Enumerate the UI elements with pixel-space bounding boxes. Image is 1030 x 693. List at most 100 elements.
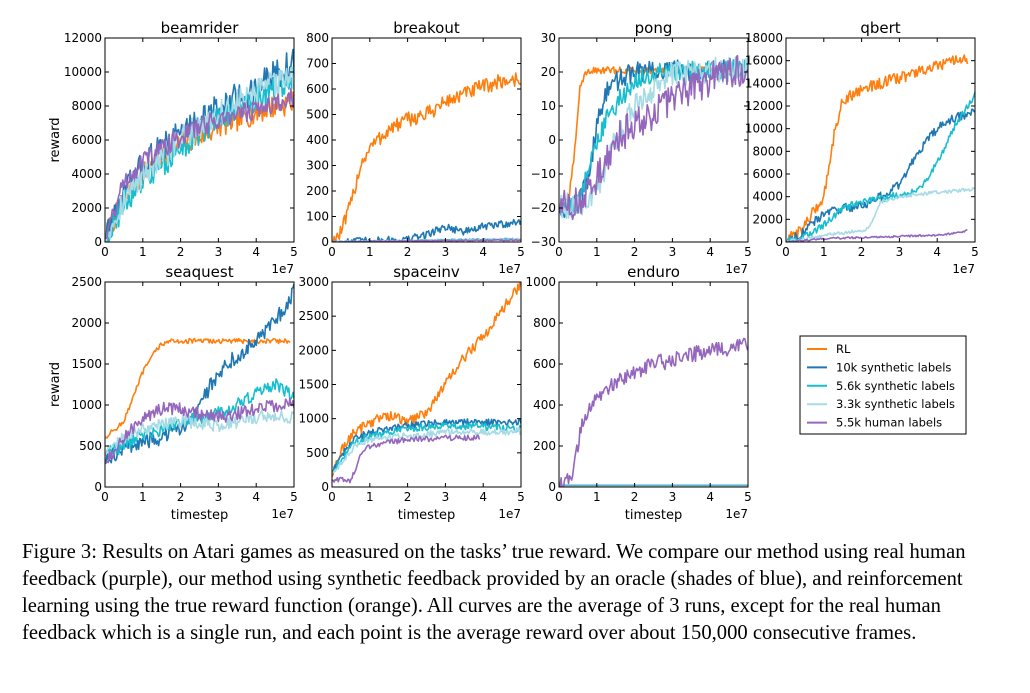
y-tick-label: 700 (306, 57, 329, 71)
y-tick-label: 0 (548, 480, 556, 494)
series-line-5-6k-synthetic-labels (332, 421, 521, 474)
x-tick-label: 3 (442, 245, 450, 259)
plot-area-seaquest (105, 283, 294, 464)
plot-area-breakout (332, 72, 521, 242)
chart-spaceinv: 0 1 2 3 4 5 0 500 1000 1500 2000 2500 3000 spaceinv 1e… (298, 263, 524, 523)
y-tick-label: 2000 (71, 316, 102, 330)
y-tick-label: 3000 (298, 275, 329, 289)
y-tick-label: 10 (541, 99, 556, 113)
plot-area-pong (559, 54, 748, 221)
x-tick-label: 2 (404, 245, 412, 259)
y-tick-label: 2500 (71, 275, 102, 289)
y-tick-label: 2000 (752, 212, 783, 226)
x-axis-label: timestep (171, 508, 229, 523)
x-tick-label: 2 (631, 490, 639, 504)
x-tick-label: 4 (252, 490, 260, 504)
y-tick-label: 500 (79, 439, 102, 453)
y-tick-label: 800 (533, 316, 556, 330)
legend-label-10k-synthetic-labels: 10k synthetic labels (836, 360, 951, 374)
series-line-5-5k-human-labels (786, 229, 968, 242)
y-tick-label: 500 (306, 108, 329, 122)
y-tick-label: 0 (775, 235, 783, 249)
y-tick-label: 2000 (71, 201, 102, 215)
y-tick-label: 1000 (298, 412, 329, 426)
legend-box (799, 335, 967, 435)
x-exponent-label: 1e7 (952, 262, 975, 276)
y-tick-label: 16000 (745, 54, 783, 68)
series-line-5-5k-human-labels (105, 397, 294, 464)
y-tick-label: 0 (321, 235, 329, 249)
y-tick-label: 500 (306, 446, 329, 460)
series-line-rl (332, 72, 521, 242)
series-line-rl (105, 337, 291, 439)
series-line-3-3k-synthetic-labels (786, 186, 975, 242)
chart-title: pong (635, 19, 673, 37)
series-line-5-5k-human-labels (332, 434, 481, 484)
plot-area-spaceinv (332, 282, 521, 484)
x-tick-label: 3 (896, 245, 904, 259)
x-tick-label: 1 (139, 245, 147, 259)
y-tick-label: 20 (541, 65, 556, 79)
chart-beamrider: 0 1 2 3 4 5 0 2000 4000 6000 8000 10000 12000 beamrid… (48, 19, 298, 276)
x-tick-label: 0 (101, 245, 109, 259)
x-tick-label: 3 (669, 245, 677, 259)
x-tick-label: 5 (744, 245, 752, 259)
x-tick-label: 2 (177, 245, 185, 259)
y-tick-label: 1500 (298, 378, 329, 392)
x-tick-label: 2 (177, 490, 185, 504)
x-tick-label: 5 (290, 490, 298, 504)
series-line-5-5k-human-labels (105, 87, 294, 239)
y-axis-label: reward (48, 117, 63, 162)
y-tick-label: 18000 (745, 31, 783, 45)
x-exponent-label: 1e7 (498, 507, 521, 521)
y-tick-label: 12000 (64, 31, 102, 45)
y-tick-label: 12000 (745, 99, 783, 113)
x-tick-label: 2 (404, 490, 412, 504)
x-tick-label: 3 (442, 490, 450, 504)
x-tick-label: 0 (782, 245, 790, 259)
y-tick-label: 0 (548, 133, 556, 147)
y-tick-label: 300 (306, 159, 329, 173)
series-line-5-6k-synthetic-labels (105, 66, 294, 242)
y-tick-label: 800 (306, 31, 329, 45)
x-tick-label: 1 (366, 245, 374, 259)
x-tick-label: 4 (706, 490, 714, 504)
y-tick-label: 200 (306, 184, 329, 198)
x-tick-label: 4 (479, 490, 487, 504)
y-tick-label: 400 (306, 133, 329, 147)
series-line-3-3k-synthetic-labels (332, 427, 521, 474)
x-tick-label: 1 (593, 245, 601, 259)
x-tick-label: 2 (631, 245, 639, 259)
x-tick-label: 1 (366, 490, 374, 504)
chart-qbert: 0 1 2 3 4 5 0 2000 4000 6000 8000 10000 12000 14000 16… (745, 19, 979, 276)
x-tick-label: 4 (252, 245, 260, 259)
x-tick-label: 5 (517, 245, 525, 259)
x-tick-label: 0 (328, 490, 336, 504)
x-exponent-label: 1e7 (498, 262, 521, 276)
series-line-10k-synthetic-labels (332, 418, 521, 474)
x-exponent-label: 1e7 (725, 507, 748, 521)
x-tick-label: 4 (933, 245, 941, 259)
x-tick-label: 0 (328, 245, 336, 259)
y-tick-label: 1500 (71, 357, 102, 371)
series-line-3-3k-synthetic-labels (105, 410, 294, 456)
x-tick-label: 4 (706, 245, 714, 259)
x-tick-label: 4 (479, 245, 487, 259)
y-tick-label: 10000 (64, 65, 102, 79)
y-tick-label: −20 (531, 201, 556, 215)
x-axis-label: timestep (625, 508, 683, 523)
y-tick-label: 14000 (745, 76, 783, 90)
y-tick-label: 10000 (745, 122, 783, 136)
x-exponent-label: 1e7 (271, 262, 294, 276)
axes-frame (331, 37, 522, 243)
series-line-10k-synthetic-labels (105, 283, 294, 464)
legend-label-rl: RL (836, 342, 851, 356)
y-tick-label: 0 (94, 235, 102, 249)
y-tick-label: 8000 (71, 99, 102, 113)
y-tick-label: 0 (321, 480, 329, 494)
axes-frame (104, 281, 295, 488)
y-tick-label: 8000 (752, 144, 783, 158)
chart-breakout: 0 1 2 3 4 5 0 100 200 300 400 500 600 700 800 breakout 1… (306, 19, 525, 276)
chart-title: qbert (860, 19, 900, 37)
x-tick-label: 5 (517, 490, 525, 504)
